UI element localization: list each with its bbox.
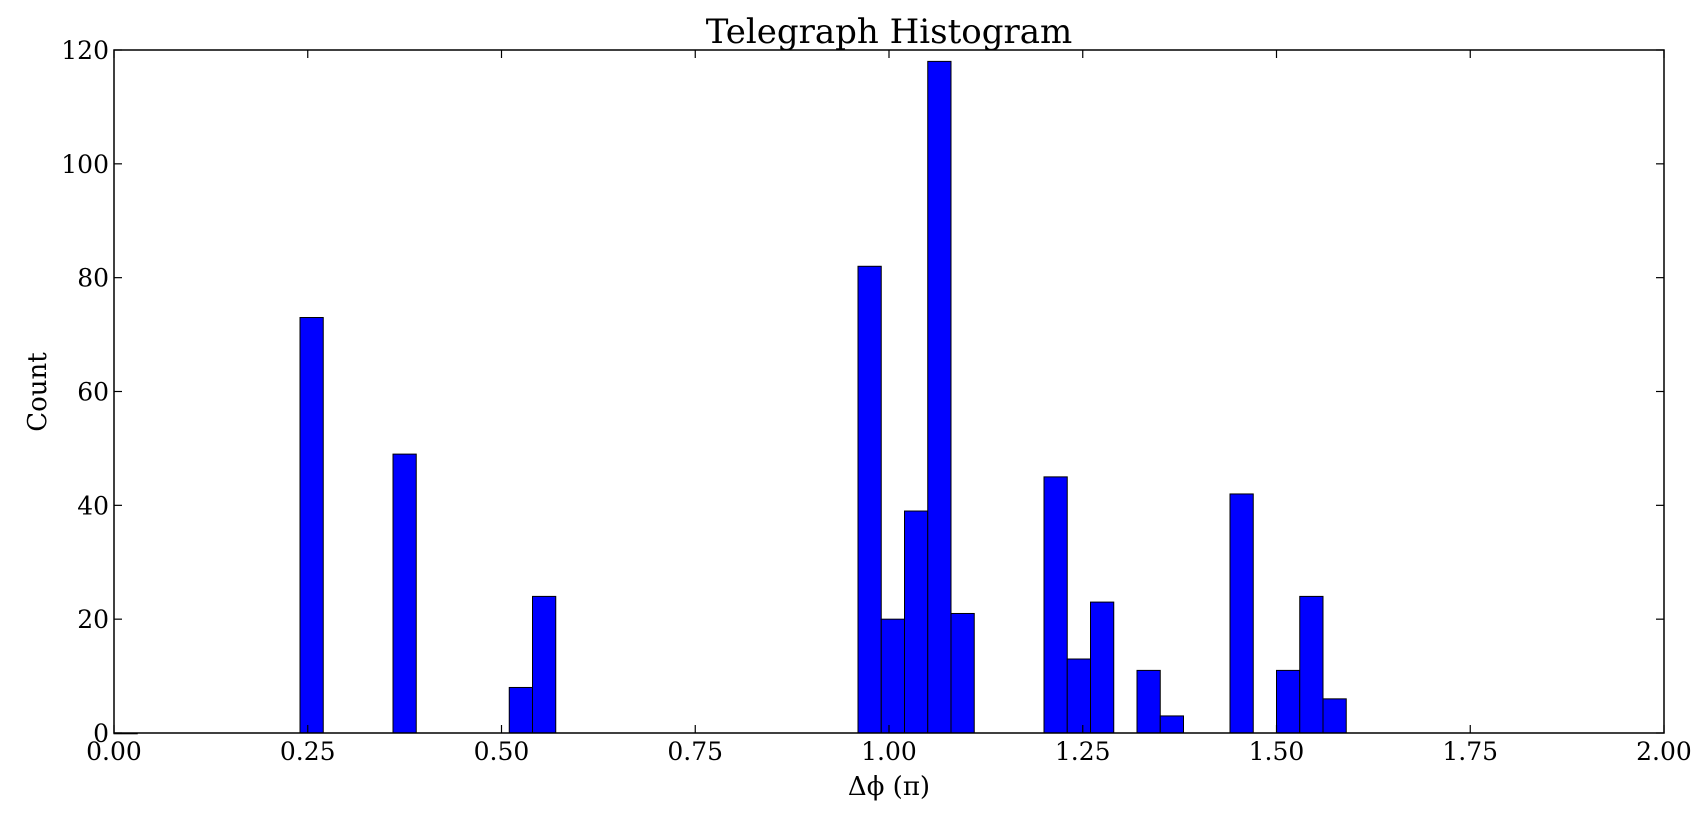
histogram-bar bbox=[1090, 601, 1115, 734]
plot-frame bbox=[113, 49, 1665, 734]
y-tick-label: 120 bbox=[61, 36, 109, 65]
ticks-group: 0.00 0.25 0.50 0.75 1.00 1.25 1.50 1.75 2.00 0 20 4… bbox=[61, 36, 1692, 766]
y-tick-label: 80 bbox=[77, 264, 109, 293]
histogram-bar bbox=[950, 612, 975, 734]
x-tick-label: 0.25 bbox=[280, 737, 336, 766]
y-tick-label: 20 bbox=[77, 605, 109, 634]
histogram-bar bbox=[1229, 493, 1254, 734]
histogram-bar bbox=[1136, 669, 1161, 734]
histogram-bar bbox=[857, 265, 882, 734]
y-tick-label: 40 bbox=[77, 491, 109, 520]
x-tick-label: 0.75 bbox=[667, 737, 723, 766]
x-tick-label: 0.50 bbox=[474, 737, 530, 766]
histogram-bar bbox=[392, 453, 417, 734]
histogram-bar bbox=[1322, 698, 1347, 734]
histogram-bar bbox=[904, 510, 929, 734]
histogram-bar bbox=[1043, 476, 1068, 734]
chart-title: Telegraph Histogram bbox=[706, 12, 1073, 52]
bars-group bbox=[113, 60, 1347, 735]
y-tick-label: 0 bbox=[93, 719, 109, 748]
x-tick-label: 1.00 bbox=[861, 737, 917, 766]
x-tick-label: 1.50 bbox=[1249, 737, 1305, 766]
x-tick-label: 1.75 bbox=[1442, 737, 1498, 766]
x-axis-label: Δϕ (π) bbox=[848, 772, 930, 802]
histogram-bar bbox=[299, 317, 324, 734]
histogram-bar bbox=[927, 60, 952, 734]
histogram-bar bbox=[1299, 595, 1324, 734]
y-tick-label: 100 bbox=[61, 150, 109, 179]
y-tick-label: 60 bbox=[77, 378, 109, 407]
histogram-bar bbox=[532, 595, 557, 734]
x-tick-label: 0.00 bbox=[86, 737, 142, 766]
histogram-bar bbox=[1276, 669, 1301, 734]
histogram-bar bbox=[880, 618, 905, 734]
histogram-bar bbox=[1066, 658, 1091, 734]
histogram-bar bbox=[1159, 715, 1184, 734]
histogram-bar bbox=[508, 686, 533, 734]
y-axis-label: Count bbox=[23, 352, 53, 432]
x-tick-label: 1.25 bbox=[1055, 737, 1111, 766]
x-tick-label: 2.00 bbox=[1636, 737, 1692, 766]
